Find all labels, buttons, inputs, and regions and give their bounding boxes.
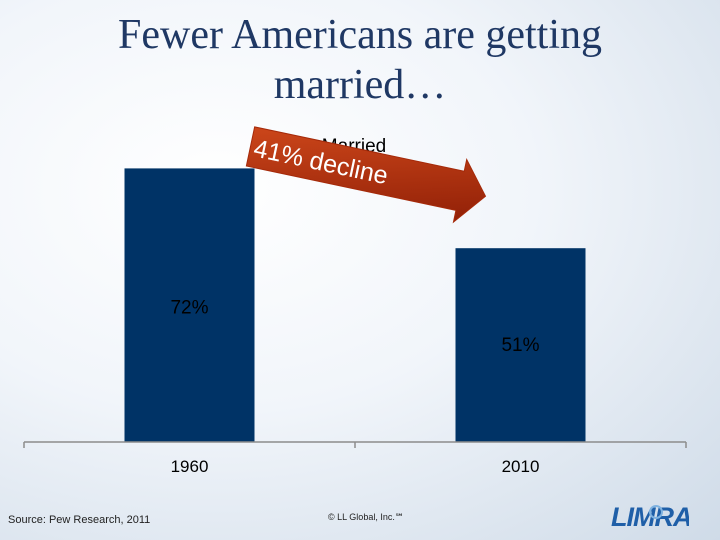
x-tick-label-1960: 1960 bbox=[171, 457, 209, 476]
slide-title: Fewer Americans are getting married… bbox=[0, 10, 720, 110]
slide-title-line-1: Fewer Americans are getting bbox=[118, 12, 602, 58]
data-label-2010: 51% bbox=[501, 335, 539, 356]
bar-1960 bbox=[124, 168, 255, 442]
data-label-1960: 72% bbox=[170, 297, 208, 318]
decline-arrow-shape bbox=[245, 126, 487, 224]
source-note: Source: Pew Research, 2011 bbox=[8, 514, 151, 526]
logo-wordmark: LIMRA bbox=[611, 502, 689, 532]
decline-arrow-icon: 41% decline bbox=[245, 126, 487, 224]
limra-logo: LIMRA bbox=[611, 502, 689, 532]
x-tick-label-2010: 2010 bbox=[502, 457, 540, 476]
bar-2010 bbox=[455, 248, 586, 442]
copyright-note: © LL Global, Inc.℠ bbox=[328, 512, 405, 522]
logo-swoosh-icon bbox=[649, 505, 663, 519]
slide-title-line-2: married… bbox=[273, 62, 447, 108]
